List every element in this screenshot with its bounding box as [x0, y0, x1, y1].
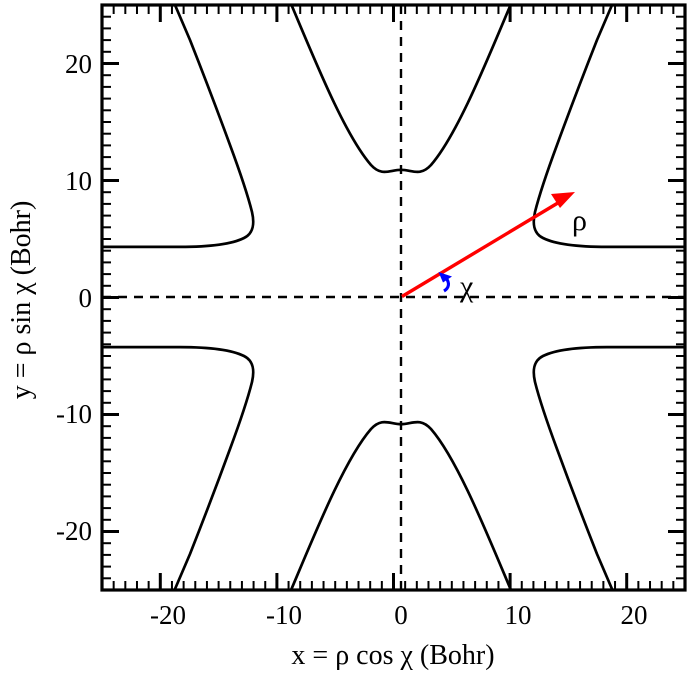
- curve-upper-center: [290, 5, 512, 174]
- x-tick-label: -20: [150, 600, 186, 630]
- data-curves: [102, 5, 685, 590]
- y-tick-label: -10: [56, 399, 92, 429]
- y-tick-label: 20: [65, 49, 92, 79]
- y-tick-label: 10: [65, 166, 92, 196]
- x-axis-title: x = ρ cos χ (Bohr): [291, 640, 494, 671]
- chi-arc-head: [438, 272, 452, 283]
- x-tick-label: 10: [505, 600, 532, 630]
- axis-ticks: [101, 4, 686, 591]
- y-tick-labels: 20 10 0 -10 -20: [56, 49, 92, 546]
- x-tick-label: 0: [394, 600, 408, 630]
- rho-arrow-shaft: [401, 196, 568, 298]
- curve-upper-right: [532, 5, 685, 249]
- rho-vector-annotation: ρ: [401, 192, 587, 298]
- y-axis-title: y = ρ sin χ (Bohr): [6, 201, 37, 400]
- y-tick-label: -20: [56, 516, 92, 546]
- curve-lower-left: [102, 345, 255, 590]
- y-tick-label: 0: [79, 283, 93, 313]
- rho-arrow-head: [551, 192, 575, 208]
- curve-upper-left: [102, 5, 255, 249]
- curve-lower-center: [290, 420, 512, 590]
- x-tick-labels: -20 -10 0 10 20: [150, 600, 648, 630]
- x-tick-label: -10: [266, 600, 302, 630]
- rho-label: ρ: [572, 204, 587, 237]
- curve-lower-right: [532, 345, 685, 590]
- chi-label: χ: [459, 270, 474, 303]
- x-tick-label: 20: [621, 600, 648, 630]
- chi-angle-annotation: χ: [438, 270, 474, 303]
- reference-lines: [102, 5, 685, 590]
